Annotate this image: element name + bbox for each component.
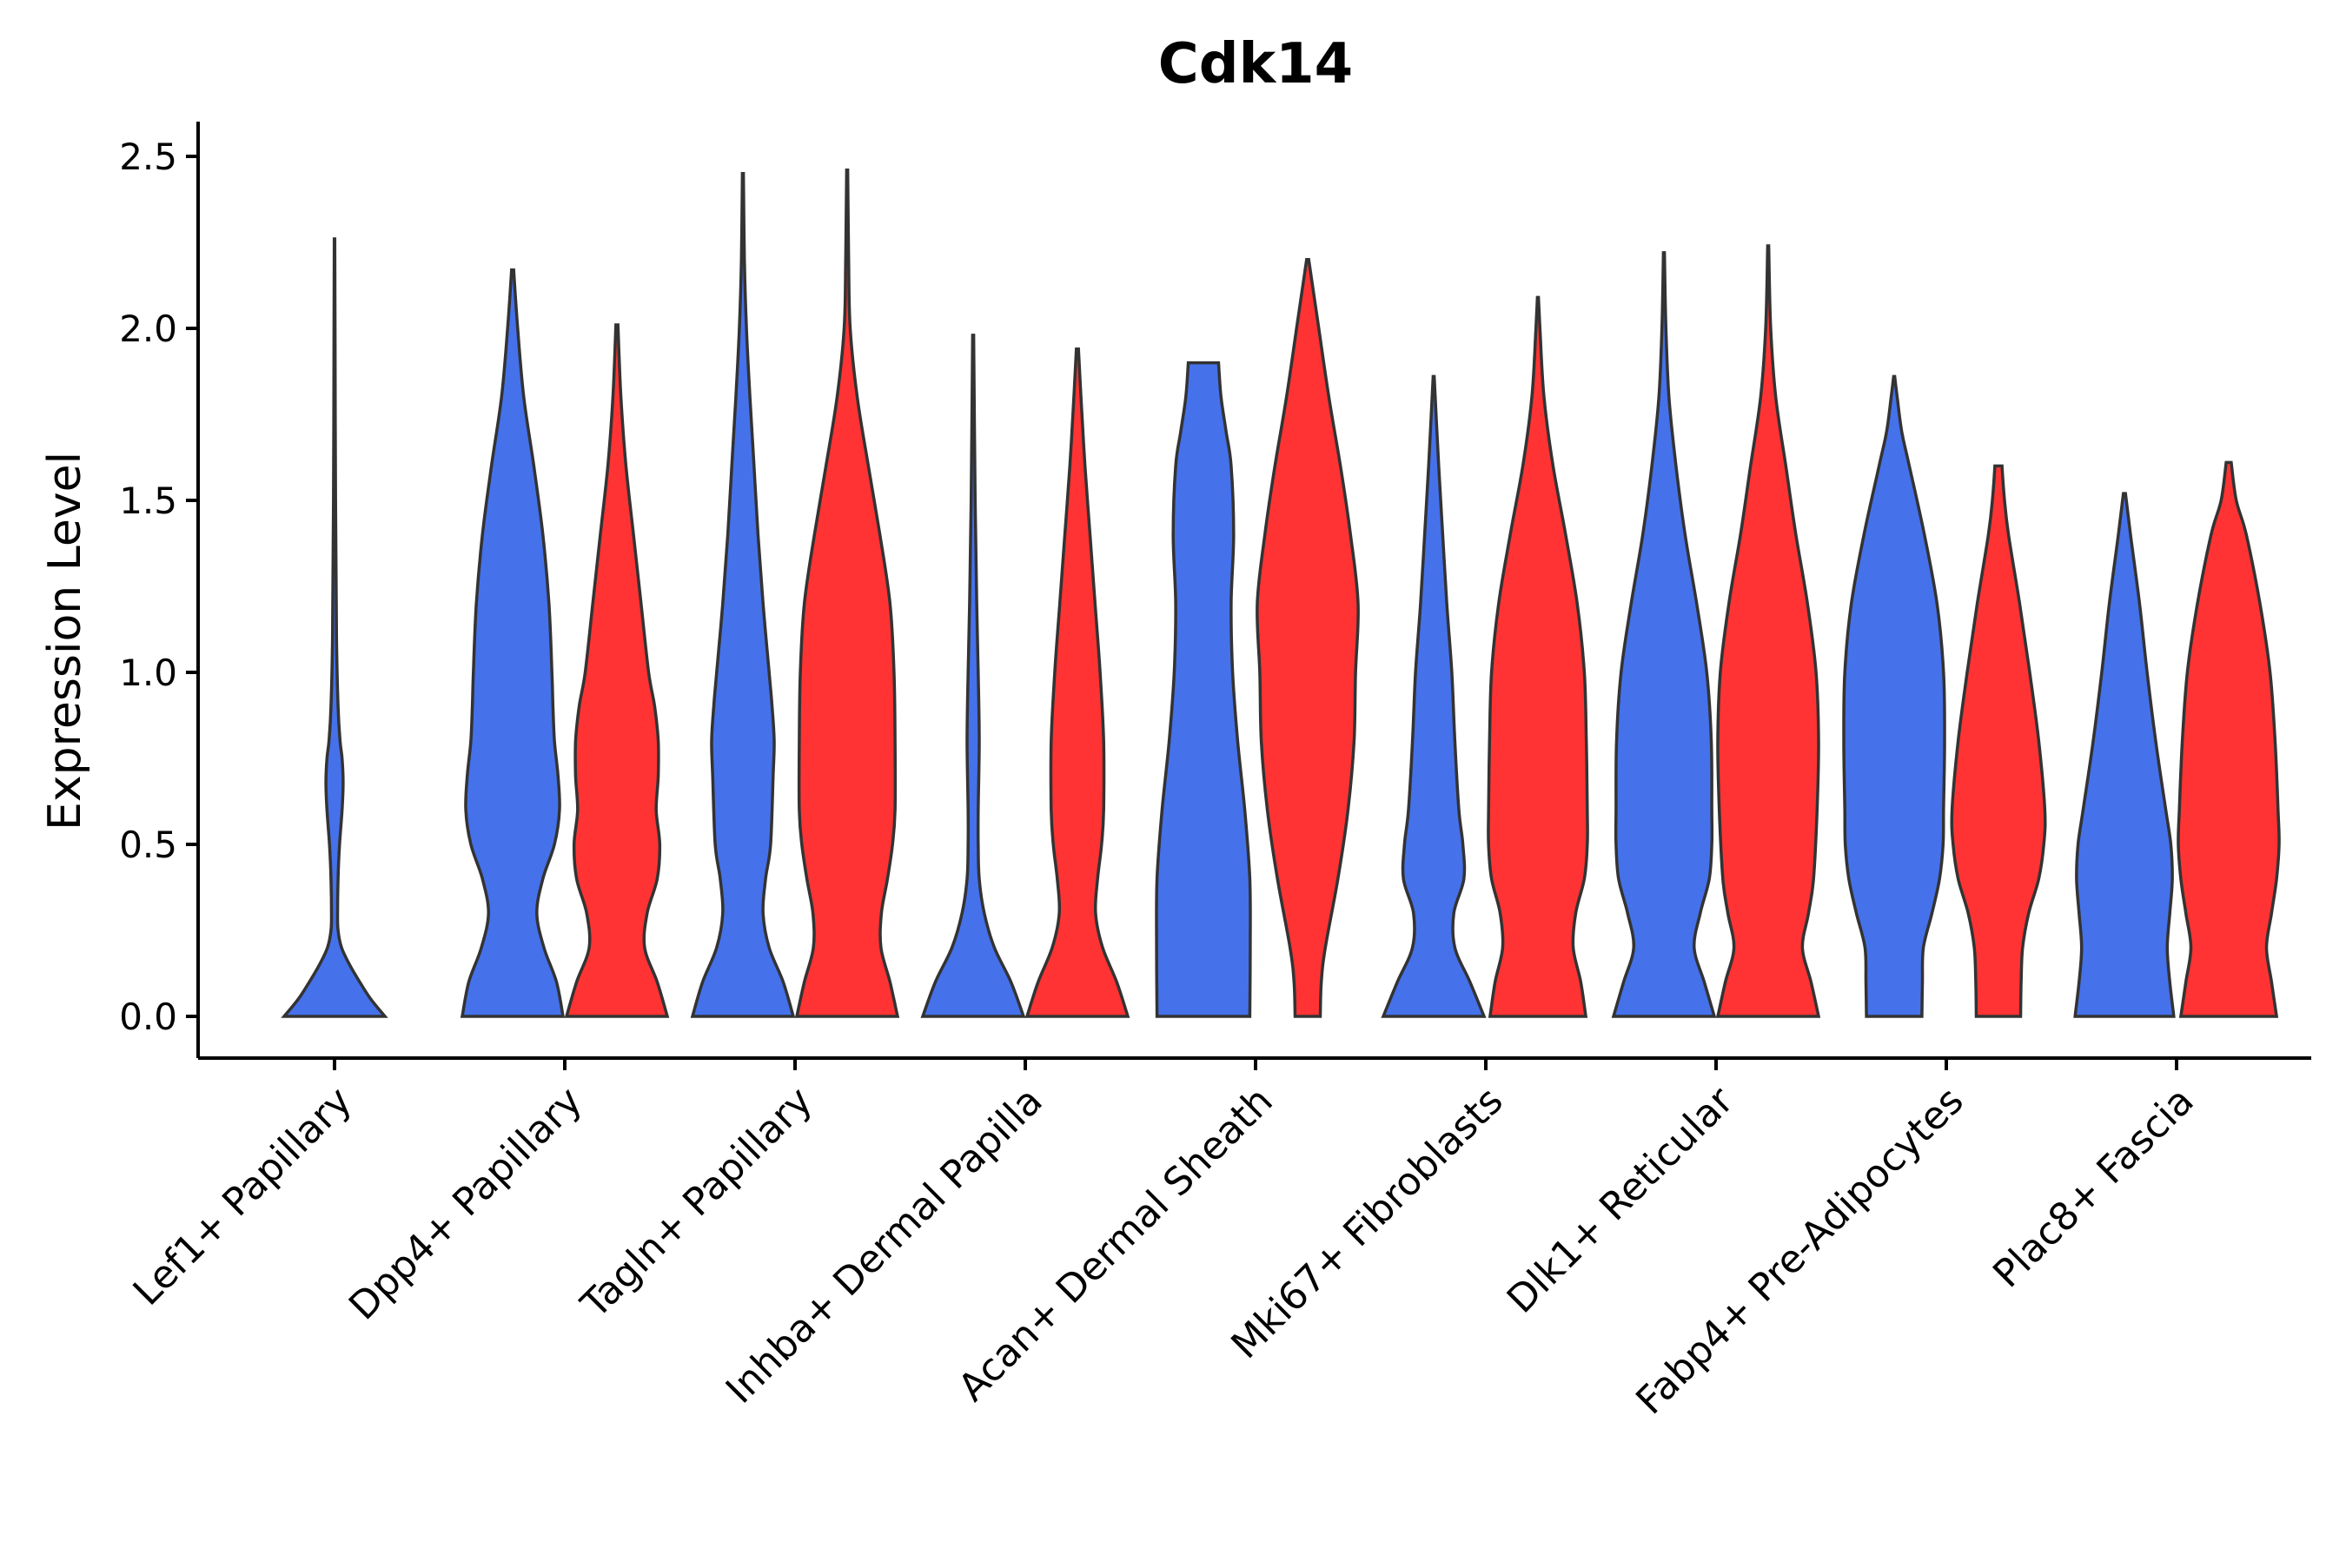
violin-plac8-fascia-series-2 [2177,460,2281,1018]
violin-fabp4-pre-adipocytes-series-1 [1842,374,1946,1018]
x-tick-label: Dlk1+ Reticular [1499,1078,1743,1322]
violin-mki67-fibroblasts-series-2 [1487,295,1589,1018]
y-tick-label: 2.0 [119,308,177,350]
x-tick-label: Plac8+ Fascia [1985,1079,2203,1297]
violin-acan-dermal-sheath-series-2 [1256,258,1360,1018]
violin-dlk1-reticular-series-1 [1611,251,1717,1018]
violin-acan-dermal-sheath-series-1 [1155,361,1252,1018]
violin-dpp4-papillary-series-2 [564,323,670,1018]
y-tick-label: 0.5 [119,824,177,866]
chart-title: Cdk14 [1158,32,1353,96]
violin-fabp4-pre-adipocytes-series-2 [1950,464,2047,1018]
violins-layer [281,169,2281,1018]
y-tick-label: 2.5 [119,136,177,178]
violin-dlk1-reticular-series-2 [1715,244,1821,1018]
y-tick-label: 0.0 [119,996,177,1038]
y-axis-label: Expression Level [39,452,91,830]
violin-dpp4-papillary-series-1 [460,268,566,1018]
x-tick-label: Tagln+ Papillary [573,1079,821,1327]
violin-tagln-papillary-series-1 [690,172,796,1018]
violin-mki67-fibroblasts-series-1 [1381,374,1487,1018]
violin-tagln-papillary-series-2 [794,169,900,1018]
violin-plac8-fascia-series-1 [2073,492,2176,1018]
y-tick-label: 1.5 [119,480,177,522]
violin-inhba-dermal-papilla-series-2 [1024,347,1130,1018]
violin-inhba-dermal-papilla-series-1 [920,334,1026,1018]
x-tick-label: Dpp4+ Papillary [341,1079,591,1329]
y-tick-label: 1.0 [119,652,177,694]
violin-lef1-papillary-series-1 [281,237,388,1018]
x-tick-label: Lef1+ Papillary [125,1079,361,1314]
